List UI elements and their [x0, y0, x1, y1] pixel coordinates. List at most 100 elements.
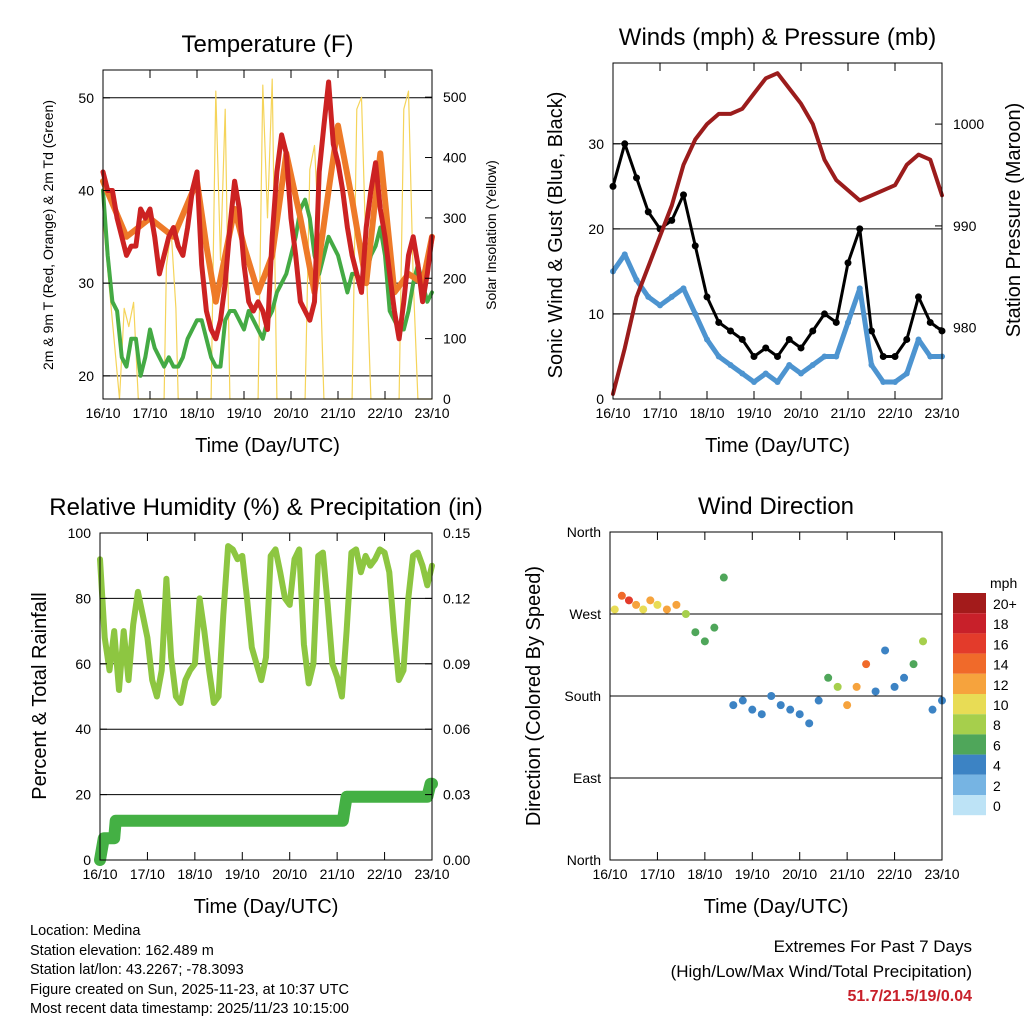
panel-title: Temperature (F): [181, 31, 353, 58]
y-tick-label: East: [573, 770, 601, 786]
y2-tick-label: 990: [953, 218, 977, 234]
y-tick-label: 20: [75, 787, 91, 803]
x-tick-label: 21/10: [830, 405, 865, 421]
x-tick-label: 17/10: [640, 866, 675, 882]
legend-swatch: [953, 593, 986, 614]
y-tick-label: West: [569, 606, 601, 622]
y-tick-label: 60: [75, 656, 91, 672]
legend-label: 4: [993, 758, 1001, 774]
temp-2m-line: [100, 79, 435, 342]
direction-point: [662, 605, 671, 614]
legend-label: 8: [993, 717, 1001, 733]
legend-swatch: [953, 734, 986, 755]
created-text: Figure created on Sun, 2025-11-23, at 10…: [30, 981, 349, 998]
direction-point: [653, 600, 662, 609]
location-text: Location: Medina: [30, 923, 141, 939]
precip-line: [94, 777, 438, 866]
x-tick-label: 23/10: [414, 866, 449, 882]
y2-tick-label: 0.09: [443, 656, 470, 672]
legend-label: 20+: [993, 596, 1017, 612]
wind-direction-panel: 16/10 17/10 18/10 19/10 20/10 21/10 22/10 23/10…: [523, 493, 960, 918]
y2-axis-label: Station Pressure (Maroon): [1003, 103, 1024, 338]
y-tick-label: 40: [78, 182, 94, 198]
x-tick-label: 20/10: [783, 405, 818, 421]
y-tick-label: 40: [75, 721, 91, 737]
direction-point: [624, 596, 633, 605]
direction-point: [610, 605, 619, 614]
x-axis-label: Time (Day/UTC): [195, 435, 340, 457]
x-tick-label: 18/10: [687, 866, 722, 882]
direction-point: [748, 705, 757, 714]
direction-point: [824, 673, 833, 682]
legend-label: 16: [993, 636, 1009, 652]
x-tick-label: 20/10: [272, 866, 307, 882]
direction-point: [795, 710, 804, 719]
y2-tick-label: 100: [443, 331, 467, 347]
x-tick-label: 18/10: [179, 405, 214, 421]
extremes-values: 51.7/21.5/19/0.04: [847, 988, 972, 1005]
humidity-precip-panel: 16/10 17/10 18/10 19/10 20/10 21/10 22/10 23/10…: [29, 494, 483, 918]
legend-label: 6: [993, 737, 1001, 753]
y-tick-label: 20: [588, 221, 604, 237]
x-axis-label: Time (Day/UTC): [704, 896, 849, 918]
panel-title: Wind Direction: [698, 493, 854, 520]
direction-point: [776, 701, 785, 710]
latlon-text: Station lat/lon: 43.2267; -78.3093: [30, 962, 244, 978]
direction-point: [757, 710, 766, 719]
y-tick-label: 20: [78, 368, 94, 384]
gust-trace: [611, 142, 944, 358]
direction-point: [900, 673, 909, 682]
x-tick-label: 20/10: [273, 405, 308, 421]
legend-label: 2: [993, 778, 1001, 794]
legend-swatch: [953, 714, 986, 735]
y-tick-label: North: [567, 524, 601, 540]
legend-label: 18: [993, 616, 1009, 632]
direction-point: [729, 701, 738, 710]
legend-swatch: [953, 673, 986, 694]
y2-tick-label: 0.03: [443, 787, 470, 803]
wind-trace: [610, 251, 945, 385]
y-axis-label: Percent & Total Rainfall: [29, 592, 51, 800]
y2-tick-label: 1000: [953, 116, 984, 132]
y2-tick-label: 0.12: [443, 590, 470, 606]
x-tick-label: 16/10: [82, 866, 117, 882]
x-tick-label: 19/10: [735, 866, 770, 882]
direction-point: [691, 628, 700, 637]
legend-swatch: [953, 694, 986, 715]
y2-tick-label: 400: [443, 150, 467, 166]
direction-point: [881, 646, 890, 655]
x-tick-label: 16/10: [85, 405, 120, 421]
humidity-line: [97, 543, 435, 706]
legend-title: mph: [990, 575, 1017, 591]
x-tick-label: 21/10: [320, 866, 355, 882]
x-tick-label: 16/10: [595, 405, 630, 421]
legend-swatch: [953, 774, 986, 795]
x-tick-label: 23/10: [924, 405, 959, 421]
x-tick-label: 23/10: [924, 866, 959, 882]
y2-axis-label: Solar Insolation (Yellow): [483, 160, 499, 310]
direction-point: [681, 610, 690, 618]
direction-point: [617, 591, 626, 600]
legend-label: 10: [993, 697, 1009, 713]
panel-title: Relative Humidity (%) & Precipitation (i…: [49, 494, 482, 521]
pressure-line: [611, 71, 944, 396]
legend-label: 0: [993, 798, 1001, 814]
x-tick-label: 19/10: [736, 405, 771, 421]
legend-swatch: [953, 795, 986, 816]
extremes-box: Extremes For Past 7 Days (High/Low/Max W…: [671, 934, 972, 1009]
x-tick-label: 22/10: [877, 866, 912, 882]
legend-swatch: [953, 613, 986, 634]
x-tick-label: 16/10: [592, 866, 627, 882]
direction-point: [843, 701, 852, 710]
y2-tick-label: 0.06: [443, 721, 470, 737]
direction-point: [786, 705, 795, 714]
y-tick-label: South: [564, 688, 601, 704]
direction-point: [767, 692, 776, 700]
y2-tick-label: 200: [443, 270, 467, 286]
extremes-title: Extremes For Past 7 Days: [773, 937, 972, 956]
y-tick-label: 80: [75, 590, 91, 606]
x-tick-label: 17/10: [130, 866, 165, 882]
direction-point: [833, 682, 842, 691]
y-tick-label: 0: [83, 852, 91, 868]
direction-point: [672, 600, 681, 609]
